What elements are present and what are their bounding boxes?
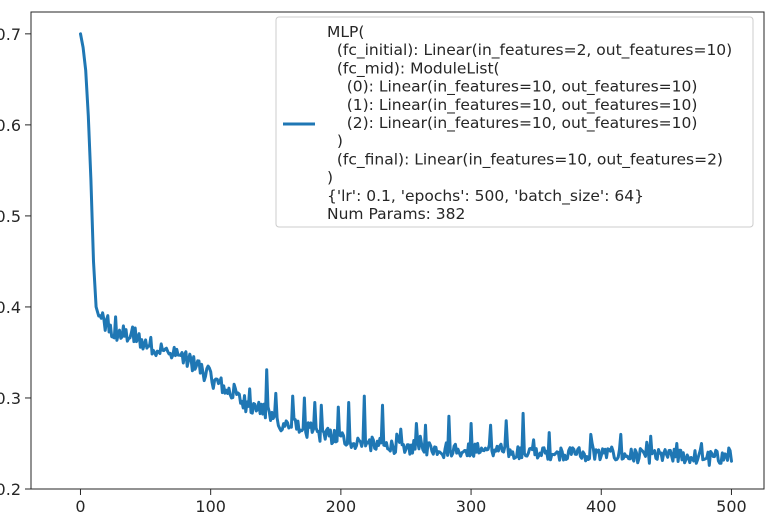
legend-text-line: (1): Linear(in_features=10, out_features… (327, 96, 697, 115)
legend-text-line: ) (327, 132, 343, 150)
legend-text-line: MLP( (327, 23, 364, 41)
legend-text-line: (2): Linear(in_features=10, out_features… (327, 114, 697, 133)
y-tick-label: 0.2 (0, 480, 21, 499)
legend-text-line: ) (327, 169, 333, 187)
legend-box (275, 16, 754, 228)
y-tick-label: 0.6 (0, 116, 21, 135)
legend-text-line: Num Params: 382 (327, 205, 465, 223)
y-axis: 0.2 0.3 0.4 0.5 0.6 0.7 (0, 25, 31, 499)
x-tick-label: 100 (195, 497, 226, 516)
plot-area (30, 11, 765, 490)
legend-text-line: (fc_initial): Linear(in_features=2, out_… (327, 41, 732, 60)
legend-label: MLP( (fc_initial): Linear(in_features=2,… (327, 23, 732, 223)
legend-text-line: {'lr': 0.1, 'epochs': 500, 'batch_size':… (327, 187, 644, 206)
legend-text-line: (fc_final): Linear(in_features=10, out_f… (327, 150, 723, 169)
plot-frame (30, 11, 765, 490)
legend-text-line: (fc_mid): ModuleList( (327, 59, 500, 78)
series-line (79, 32, 733, 467)
y-tick-label: 0.4 (0, 298, 21, 317)
x-axis: 0 100 200 300 400 500 (75, 489, 747, 516)
y-tick-label: 0.5 (0, 207, 21, 226)
x-tick-label: 300 (456, 497, 487, 516)
x-tick-label: 0 (75, 497, 85, 516)
y-tick-label: 0.7 (0, 25, 21, 44)
x-tick-label: 500 (716, 497, 747, 516)
x-tick-label: 200 (326, 497, 357, 516)
y-tick-label: 0.3 (0, 389, 21, 408)
legend: MLP( (fc_initial): Linear(in_features=2,… (275, 16, 754, 228)
x-tick-label: 400 (586, 497, 617, 516)
legend-text-line: (0): Linear(in_features=10, out_features… (327, 78, 697, 97)
